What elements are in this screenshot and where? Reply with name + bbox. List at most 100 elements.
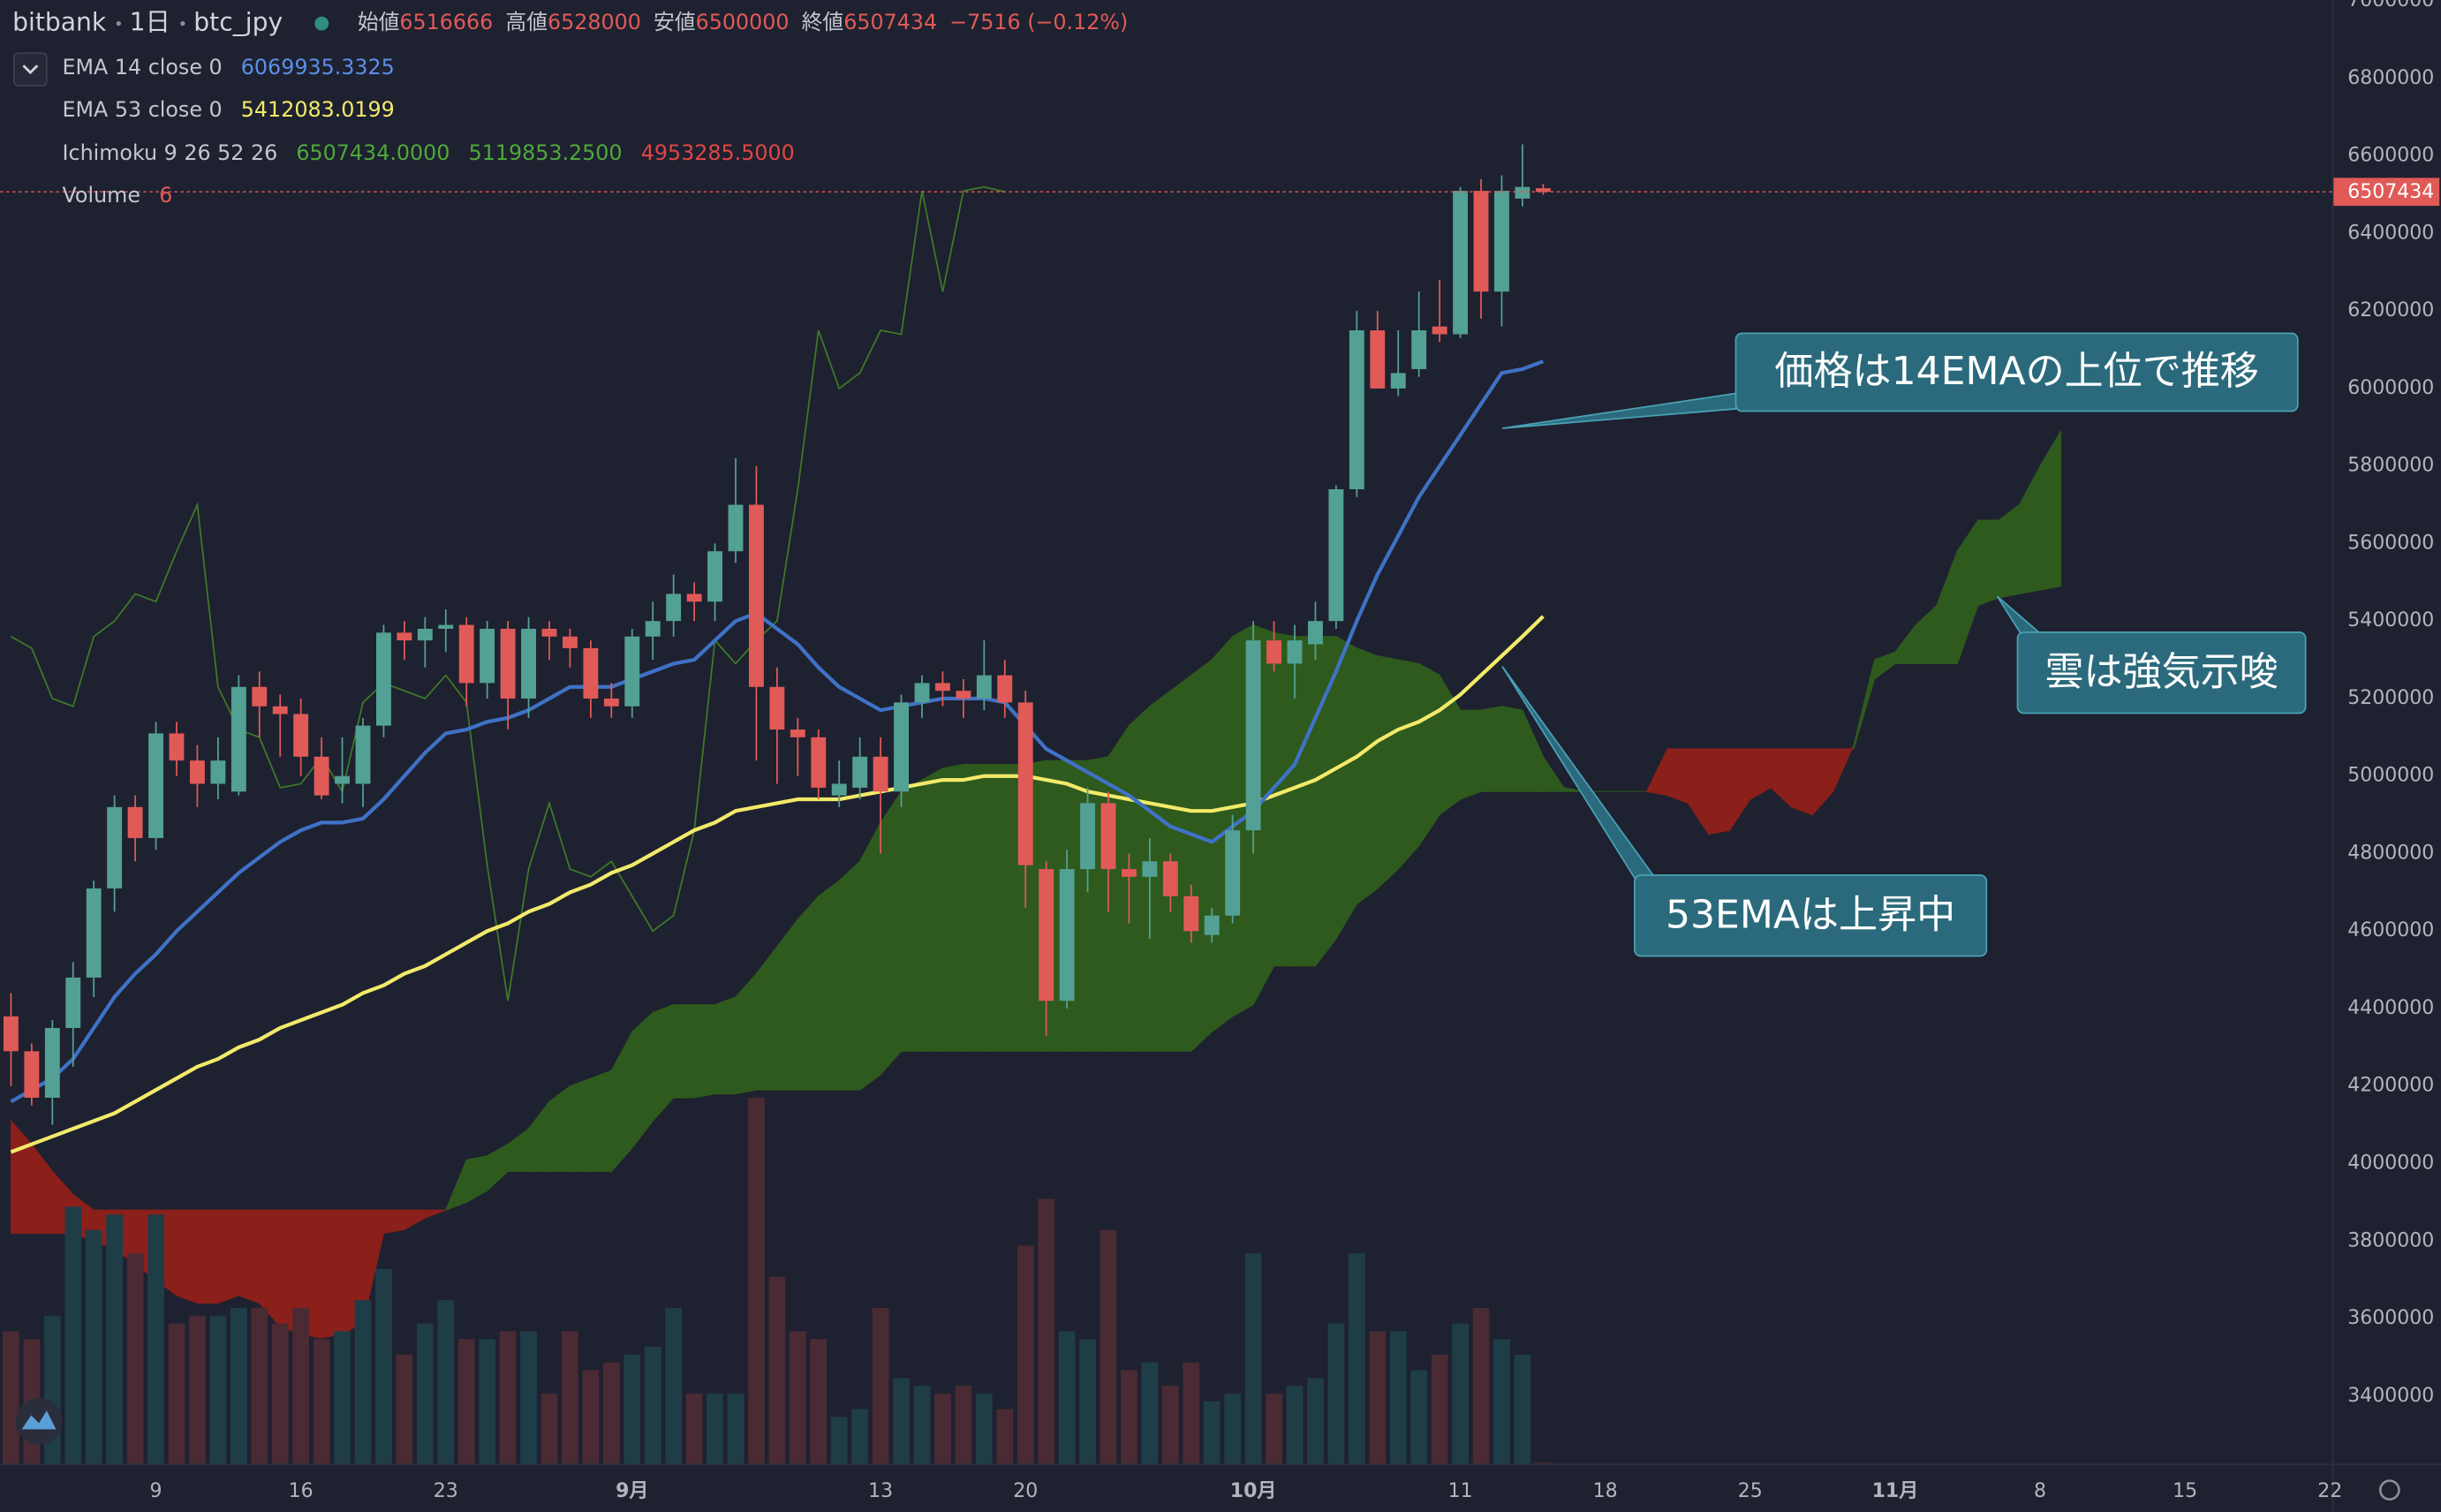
lagging-span — [10, 185, 1005, 1002]
volume-bar — [665, 1307, 683, 1464]
cloud-segment — [818, 880, 840, 1091]
separator-dot — [116, 20, 121, 26]
callout-text: 価格は14EMAの上位で推移 — [1774, 349, 2258, 394]
candle-body — [1122, 869, 1137, 877]
collapse-button[interactable] — [12, 52, 48, 87]
y-tick-label: 6800000 — [2347, 67, 2434, 89]
candle-body — [314, 756, 329, 796]
volume-layer — [3, 1097, 1552, 1464]
candle-body — [293, 714, 309, 757]
logo-mark — [21, 1410, 57, 1430]
candle-body — [1349, 330, 1364, 489]
y-tick-label: 5600000 — [2347, 532, 2434, 554]
volume-bar — [851, 1409, 869, 1464]
volume-bar — [251, 1307, 268, 1464]
volume-bar — [1369, 1331, 1387, 1464]
volume-bar — [416, 1323, 434, 1464]
candle-body — [1039, 869, 1054, 1002]
volume-bar — [1472, 1307, 1490, 1464]
x-tick-label: 23 — [434, 1480, 458, 1502]
volume-bar — [457, 1339, 475, 1464]
y-tick-label: 3600000 — [2347, 1307, 2434, 1329]
volume-bar — [106, 1214, 124, 1464]
volume-bar — [789, 1331, 806, 1464]
volume-bar — [1141, 1362, 1159, 1464]
cloud-segment — [1418, 662, 1440, 848]
volume-bar — [1038, 1198, 1055, 1464]
y-tick-label: 5200000 — [2347, 687, 2434, 709]
candle-body — [210, 760, 226, 784]
ema14-value: 6069935.3325 — [241, 55, 395, 79]
y-tick-label: 4400000 — [2347, 997, 2434, 1019]
cloud-segment — [673, 1004, 695, 1099]
y-tick-label: 6000000 — [2347, 377, 2434, 399]
settings-button[interactable] — [2378, 1479, 2400, 1501]
volume-bar — [313, 1339, 330, 1464]
candle-body — [335, 775, 350, 784]
cloud-segment — [1397, 659, 1420, 871]
volume-name: Volume — [63, 183, 140, 208]
candle-body — [375, 632, 391, 726]
y-tick-label: 3400000 — [2347, 1385, 2434, 1407]
ichimoku-value: 6507434.0000 — [296, 140, 450, 165]
candle-body — [749, 504, 764, 687]
candle-body — [1515, 186, 1530, 199]
cloud-segment — [776, 918, 798, 1091]
volume-bar — [1452, 1323, 1469, 1464]
y-tick-label: 4200000 — [2347, 1075, 2434, 1097]
y-tick-label: 7000000 — [2347, 0, 2434, 11]
volume-bar — [354, 1300, 372, 1464]
volume-bar — [1161, 1386, 1179, 1464]
volume-bar — [334, 1331, 351, 1464]
cloud-segment — [983, 764, 1006, 1052]
candle-body — [1494, 191, 1509, 292]
volume-bar — [1058, 1331, 1076, 1464]
cloud-segment — [1190, 658, 1213, 1053]
candle-body — [1162, 861, 1178, 896]
candle-layer — [3, 144, 1551, 1125]
candle-body — [65, 977, 81, 1028]
volume-bar — [623, 1354, 641, 1464]
volume-value: 6 — [159, 183, 172, 208]
volume-bar — [707, 1393, 723, 1464]
candle-body — [1473, 191, 1489, 292]
volume-bar — [602, 1362, 620, 1464]
y-tick-label: 5800000 — [2347, 455, 2434, 477]
candle-body — [397, 632, 412, 641]
volume-bar — [872, 1307, 889, 1464]
cloud-segment — [1273, 631, 1296, 967]
volume-bar — [1016, 1245, 1034, 1464]
volume-bar — [1244, 1253, 1262, 1464]
cloud-segment — [859, 822, 881, 1092]
cloud-segment — [963, 764, 985, 1052]
cloud-segment — [1356, 647, 1379, 905]
candle-body — [252, 686, 268, 707]
cloud-segment — [901, 779, 923, 1052]
x-tick-label: 15 — [2173, 1480, 2197, 1502]
candle-body — [894, 702, 909, 792]
candle-body — [148, 733, 163, 838]
ema53-line — [10, 615, 1545, 1154]
logo[interactable] — [15, 1398, 63, 1446]
candle-body — [1142, 861, 1158, 877]
volume-bar — [437, 1300, 455, 1464]
volume-bar — [1121, 1370, 1137, 1464]
y-tick-label: 5400000 — [2347, 609, 2434, 631]
candle-body — [521, 628, 536, 699]
volume-bar — [1431, 1354, 1448, 1464]
candle-body — [686, 593, 702, 602]
cloud-segment — [590, 1070, 612, 1172]
volume-bar — [913, 1386, 931, 1464]
volume-bar — [271, 1323, 289, 1464]
cloud-segment — [217, 1209, 239, 1304]
candle-body — [1059, 869, 1075, 1002]
volume-bar — [748, 1097, 765, 1464]
y-tick-label: 6200000 — [2347, 299, 2434, 321]
candle-body — [873, 756, 888, 792]
volume-bar — [520, 1331, 537, 1464]
cloud-segment — [1791, 748, 1813, 816]
candle-body — [852, 756, 868, 788]
volume-bar — [64, 1206, 82, 1464]
candle-body — [1370, 330, 1386, 389]
